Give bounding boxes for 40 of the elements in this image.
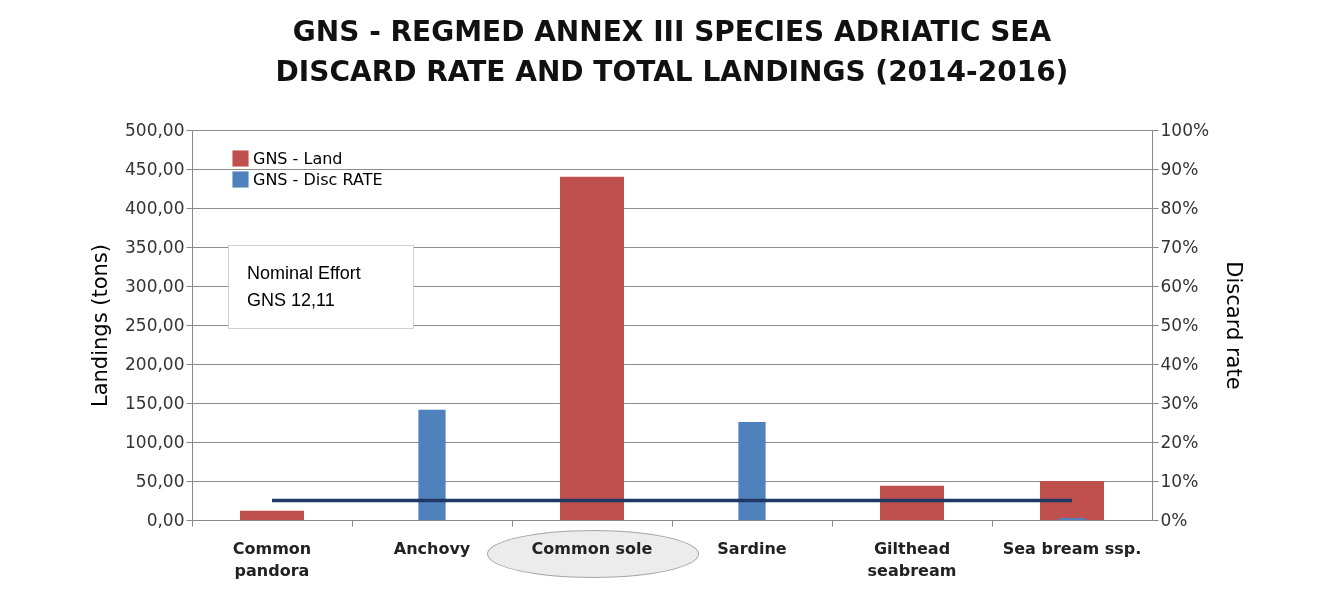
bar — [880, 485, 944, 520]
x-tick-label: Gilthead seabream — [867, 538, 957, 580]
y-axis-title: Landings (tons) — [88, 243, 113, 408]
y2-tick-label: 10% — [1160, 470, 1199, 491]
bar — [1040, 481, 1104, 520]
y2-tick-label: 40% — [1160, 353, 1199, 374]
bar — [240, 510, 304, 520]
y-tick-label: 500,00 — [125, 119, 185, 140]
y-tick-label: 100,00 — [125, 431, 185, 452]
y2-tick-label: 100% — [1160, 119, 1210, 140]
bar — [738, 422, 766, 520]
y2-tick-label: 60% — [1160, 275, 1199, 296]
x-tick-label: Common sole — [531, 538, 653, 558]
y-tick-label: 300,00 — [125, 275, 185, 296]
bar — [418, 409, 446, 520]
legend-label: GNS - Disc RATE — [253, 169, 383, 189]
note-box: Nominal Effort GNS 12,11 — [228, 245, 414, 329]
x-tick-label: Common pandora — [232, 538, 312, 580]
y2-tick-label: 80% — [1160, 197, 1199, 218]
y2-tick-label: 50% — [1160, 314, 1199, 335]
x-tick-label: Sardine — [717, 538, 787, 558]
x-tick-label: Anchovy — [393, 538, 471, 558]
y2-tick-label: 0% — [1160, 509, 1188, 530]
chart-title: GNS - REGMED ANNEX III SPECIES ADRIATIC SEA DISCARD RATE AND TOTAL LANDINGS (2014-2016) — [275, 15, 1069, 88]
y2-tick-label: 70% — [1160, 236, 1199, 257]
y2-axis-title: Discard rate — [1222, 261, 1247, 390]
y-tick-label: 200,00 — [125, 353, 185, 374]
y-tick-label: 450,00 — [125, 158, 185, 179]
y-tick-label: 400,00 — [125, 197, 185, 218]
bar — [560, 176, 624, 520]
legend-label: GNS - Land — [253, 148, 343, 168]
y2-tick-label: 30% — [1160, 392, 1199, 413]
y2-tick-label: 90% — [1160, 158, 1199, 179]
y-tick-label: 50,00 — [135, 470, 185, 491]
y-tick-label: 0,00 — [146, 509, 185, 530]
y-tick-label: 250,00 — [125, 314, 185, 335]
y-tick-label: 150,00 — [125, 392, 185, 413]
x-tick-label: Sea bream ssp. — [1002, 538, 1142, 558]
y2-tick-label: 20% — [1160, 431, 1199, 452]
y-tick-label: 350,00 — [125, 236, 185, 257]
